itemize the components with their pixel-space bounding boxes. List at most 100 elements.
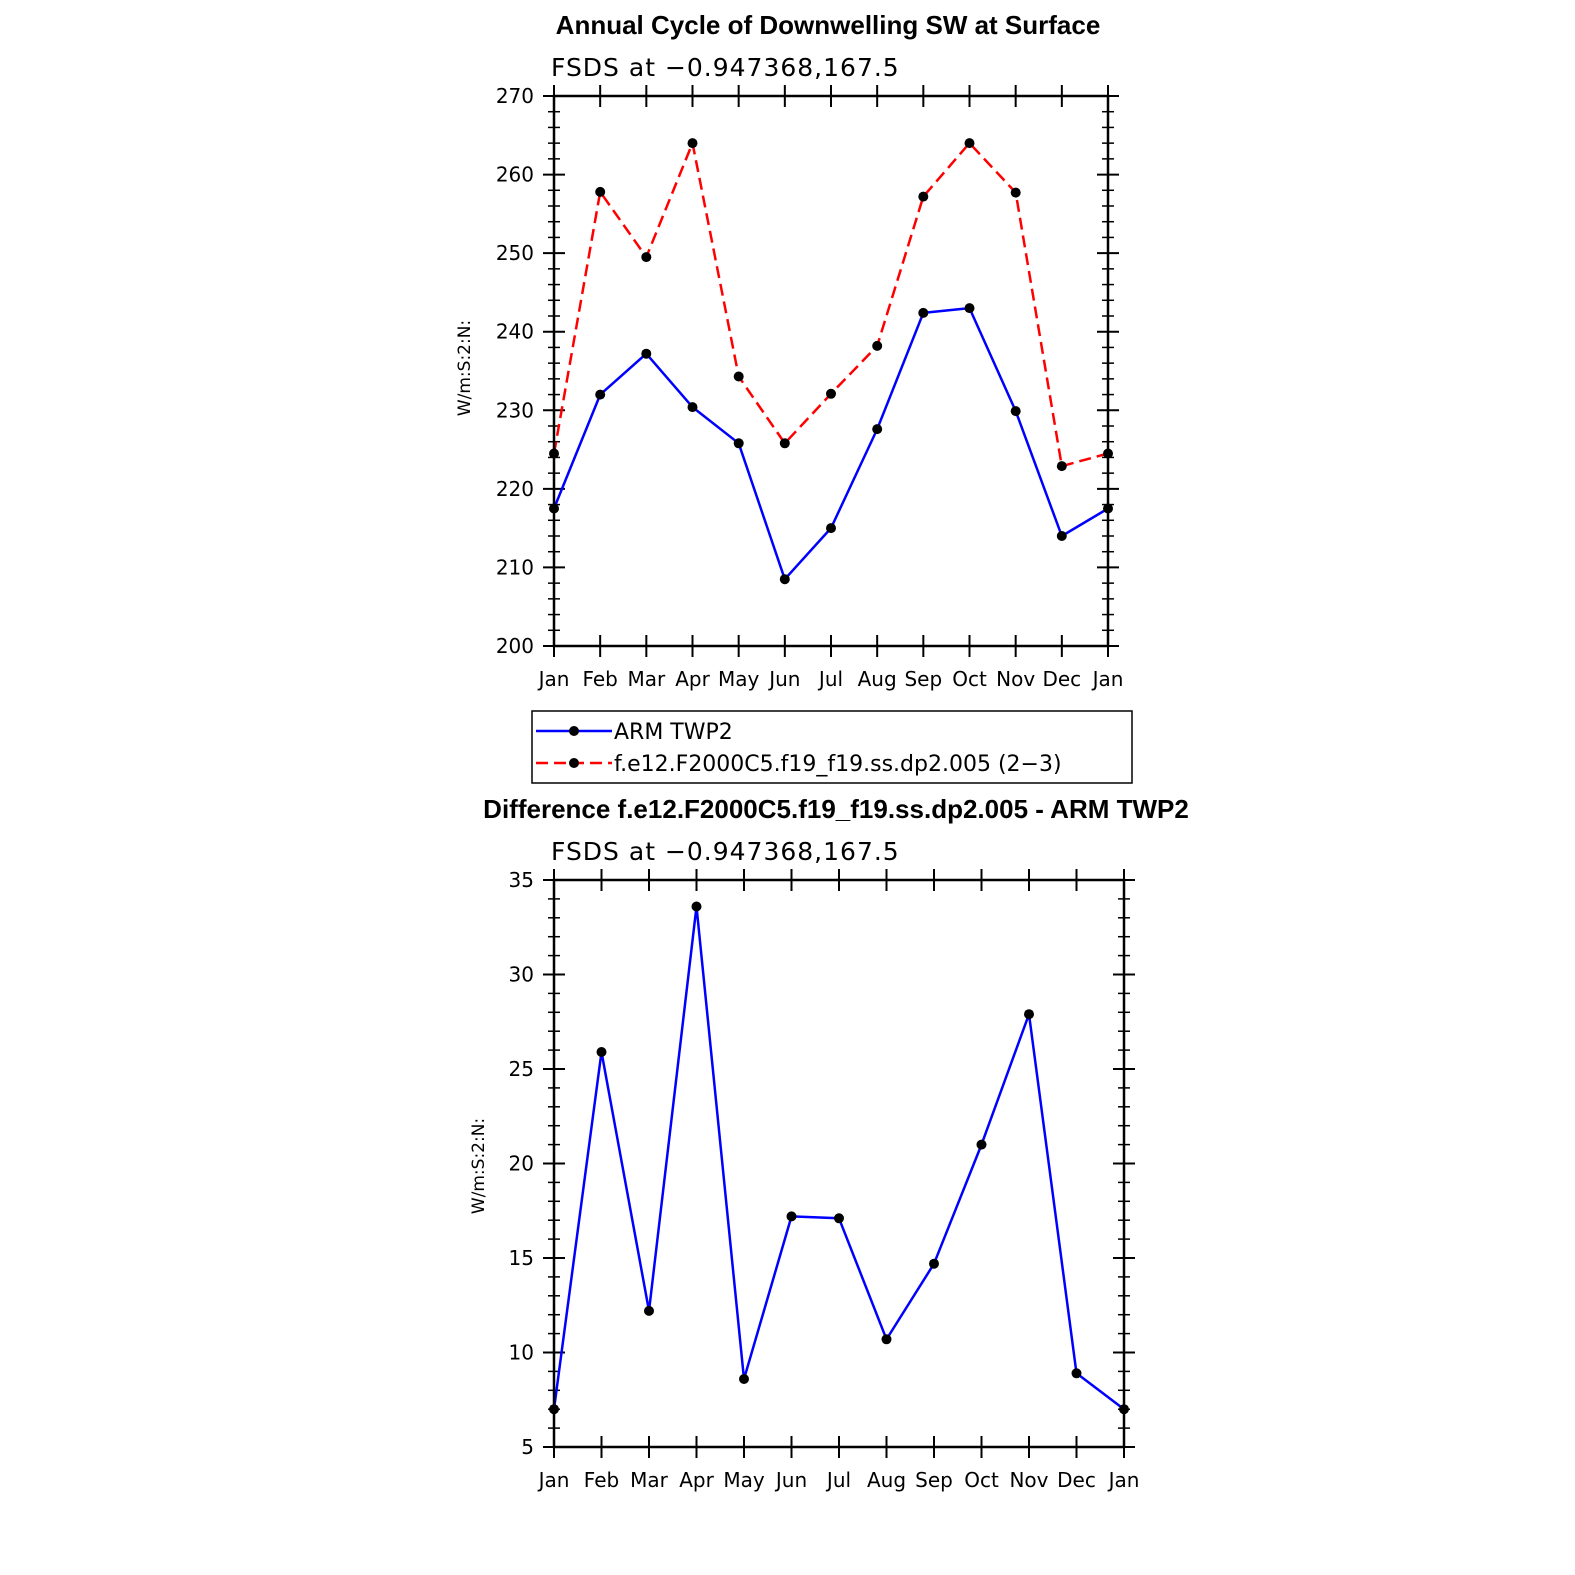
annual-cycle-chart: Annual Cycle of Downwelling SW at Surfac… bbox=[455, 10, 1123, 691]
x-tick-label: Jan bbox=[1091, 667, 1124, 691]
chart-title: Difference f.e12.F2000C5.f19_f19.ss.dp2.… bbox=[483, 794, 1189, 824]
x-tick-label: Aug bbox=[858, 667, 897, 691]
data-point-f-e12-f2000c5-f19-f19-ss-dp2-005-2-3 bbox=[1056, 461, 1067, 472]
data-point-arm-twp2 bbox=[641, 348, 652, 359]
y-tick-label: 210 bbox=[496, 555, 534, 579]
data-point-arm-twp2 bbox=[872, 424, 883, 435]
series-lines bbox=[552, 141, 1109, 581]
data-point-arm-twp2 bbox=[826, 523, 836, 534]
x-tick-label: Feb bbox=[584, 1468, 619, 1492]
data-point-series-0 bbox=[739, 1374, 749, 1384]
x-tick-label: Jan bbox=[1107, 1468, 1140, 1492]
x-tick-label: Mar bbox=[630, 1468, 669, 1492]
y-axis-label: W/m:S:2:N: bbox=[455, 320, 475, 416]
legend-marker-arm-twp2 bbox=[569, 726, 579, 736]
plot-frame bbox=[552, 94, 1110, 648]
y-tick-label: 230 bbox=[496, 398, 534, 422]
data-point-series-0 bbox=[929, 1258, 939, 1269]
series-line-series-0 bbox=[552, 905, 1125, 1411]
chart-title: Annual Cycle of Downwelling SW at Surfac… bbox=[556, 10, 1101, 40]
data-point-arm-twp2 bbox=[595, 389, 606, 400]
y-tick-label: 5 bbox=[521, 1435, 534, 1459]
x-tick-label: Dec bbox=[1057, 1468, 1096, 1492]
data-point-arm-twp2 bbox=[687, 402, 698, 413]
series-line-arm-twp2 bbox=[552, 306, 1109, 581]
difference-chart: Difference f.e12.F2000C5.f19_f19.ss.dp2.… bbox=[469, 794, 1189, 1492]
data-point-arm-twp2 bbox=[964, 303, 975, 314]
y-tick-label: 260 bbox=[496, 163, 534, 187]
data-point-f-e12-f2000c5-f19-f19-ss-dp2-005-2-3 bbox=[1010, 187, 1021, 198]
data-point-series-0 bbox=[596, 1047, 607, 1057]
x-tick-label: Oct bbox=[952, 667, 987, 691]
legend-label-model: f.e12.F2000C5.f19_f19.ss.dp2.005 (2−3) bbox=[614, 752, 1062, 777]
plot-frame bbox=[552, 878, 1126, 1449]
x-tick-label: Apr bbox=[679, 1468, 714, 1492]
axis-ticks bbox=[543, 869, 1135, 1458]
series-lines bbox=[552, 905, 1125, 1411]
chart-subtitle: FSDS at −0.947368,167.5 bbox=[551, 837, 900, 866]
x-tick-label: May bbox=[723, 1468, 765, 1492]
data-point-f-e12-f2000c5-f19-f19-ss-dp2-005-2-3 bbox=[826, 388, 836, 399]
legend: ARM TWP2 f.e12.F2000C5.f19_f19.ss.dp2.00… bbox=[531, 710, 1133, 784]
data-point-f-e12-f2000c5-f19-f19-ss-dp2-005-2-3 bbox=[641, 252, 652, 263]
data-point-series-0 bbox=[1024, 1009, 1034, 1020]
series-points bbox=[549, 138, 1113, 585]
data-point-f-e12-f2000c5-f19-f19-ss-dp2-005-2-3 bbox=[964, 138, 975, 149]
y-tick-label: 270 bbox=[496, 84, 534, 108]
x-tick-label: Jan bbox=[537, 667, 570, 691]
legend-box bbox=[531, 710, 1133, 784]
x-tick-label: Oct bbox=[964, 1468, 999, 1492]
data-point-series-0 bbox=[881, 1334, 892, 1345]
x-tick-label: Sep bbox=[904, 667, 942, 691]
series-line-f-e12-f2000c5-f19-f19-ss-dp2-005-2-3 bbox=[552, 141, 1109, 468]
x-tick-labels: Jan Feb Mar Apr May Jun Jul Aug Sep Oct Nov Dec Jan bbox=[537, 1468, 1140, 1492]
y-tick-labels: 200 210 220 230 240 250 260 270 bbox=[496, 84, 534, 658]
data-point-series-0 bbox=[786, 1211, 797, 1222]
y-tick-label: 25 bbox=[509, 1057, 534, 1081]
x-tick-label: Jul bbox=[825, 1468, 851, 1492]
y-tick-label: 20 bbox=[509, 1152, 534, 1176]
data-point-series-0 bbox=[834, 1213, 844, 1224]
x-tick-label: Jun bbox=[767, 667, 800, 691]
data-point-arm-twp2 bbox=[733, 438, 744, 449]
x-tick-labels: Jan Feb Mar Apr May Jun Jul Aug Sep Oct Nov Dec Jan bbox=[537, 667, 1124, 691]
x-tick-label: Apr bbox=[675, 667, 710, 691]
series-points bbox=[549, 901, 1129, 1415]
y-tick-label: 30 bbox=[509, 963, 534, 987]
x-tick-label: Jul bbox=[817, 667, 843, 691]
y-axis-label: W/m:S:2:N: bbox=[469, 1118, 489, 1214]
data-point-arm-twp2 bbox=[779, 574, 790, 585]
data-point-arm-twp2 bbox=[918, 307, 929, 318]
data-point-series-0 bbox=[691, 901, 702, 912]
data-point-series-0 bbox=[644, 1305, 654, 1316]
data-point-f-e12-f2000c5-f19-f19-ss-dp2-005-2-3 bbox=[687, 138, 698, 149]
x-tick-label: Nov bbox=[996, 667, 1035, 691]
y-tick-label: 10 bbox=[509, 1341, 534, 1365]
data-point-f-e12-f2000c5-f19-f19-ss-dp2-005-2-3 bbox=[872, 340, 883, 351]
x-tick-label: Jun bbox=[774, 1468, 807, 1492]
data-point-f-e12-f2000c5-f19-f19-ss-dp2-005-2-3 bbox=[779, 438, 790, 449]
data-point-f-e12-f2000c5-f19-f19-ss-dp2-005-2-3 bbox=[918, 191, 929, 202]
legend-marker-model bbox=[569, 758, 579, 768]
data-point-series-0 bbox=[1071, 1368, 1082, 1379]
x-tick-label: Mar bbox=[627, 667, 666, 691]
x-tick-label: Sep bbox=[915, 1468, 953, 1492]
x-tick-label: Dec bbox=[1042, 667, 1081, 691]
legend-label-arm-twp2: ARM TWP2 bbox=[614, 720, 733, 745]
data-point-series-0 bbox=[976, 1139, 987, 1150]
y-tick-label: 240 bbox=[496, 320, 534, 344]
data-point-f-e12-f2000c5-f19-f19-ss-dp2-005-2-3 bbox=[733, 371, 744, 382]
y-tick-labels: 5 10 15 20 25 30 35 bbox=[509, 868, 534, 1459]
data-point-f-e12-f2000c5-f19-f19-ss-dp2-005-2-3 bbox=[595, 186, 606, 197]
x-tick-label: May bbox=[718, 667, 760, 691]
x-tick-label: Nov bbox=[1009, 1468, 1048, 1492]
y-tick-label: 200 bbox=[496, 634, 534, 658]
y-tick-label: 15 bbox=[509, 1246, 534, 1270]
data-point-arm-twp2 bbox=[1010, 406, 1021, 417]
axis-ticks bbox=[543, 85, 1119, 657]
x-tick-label: Jan bbox=[537, 1468, 570, 1492]
data-point-arm-twp2 bbox=[1056, 531, 1067, 541]
y-tick-label: 35 bbox=[509, 868, 534, 892]
y-tick-label: 250 bbox=[496, 241, 534, 265]
